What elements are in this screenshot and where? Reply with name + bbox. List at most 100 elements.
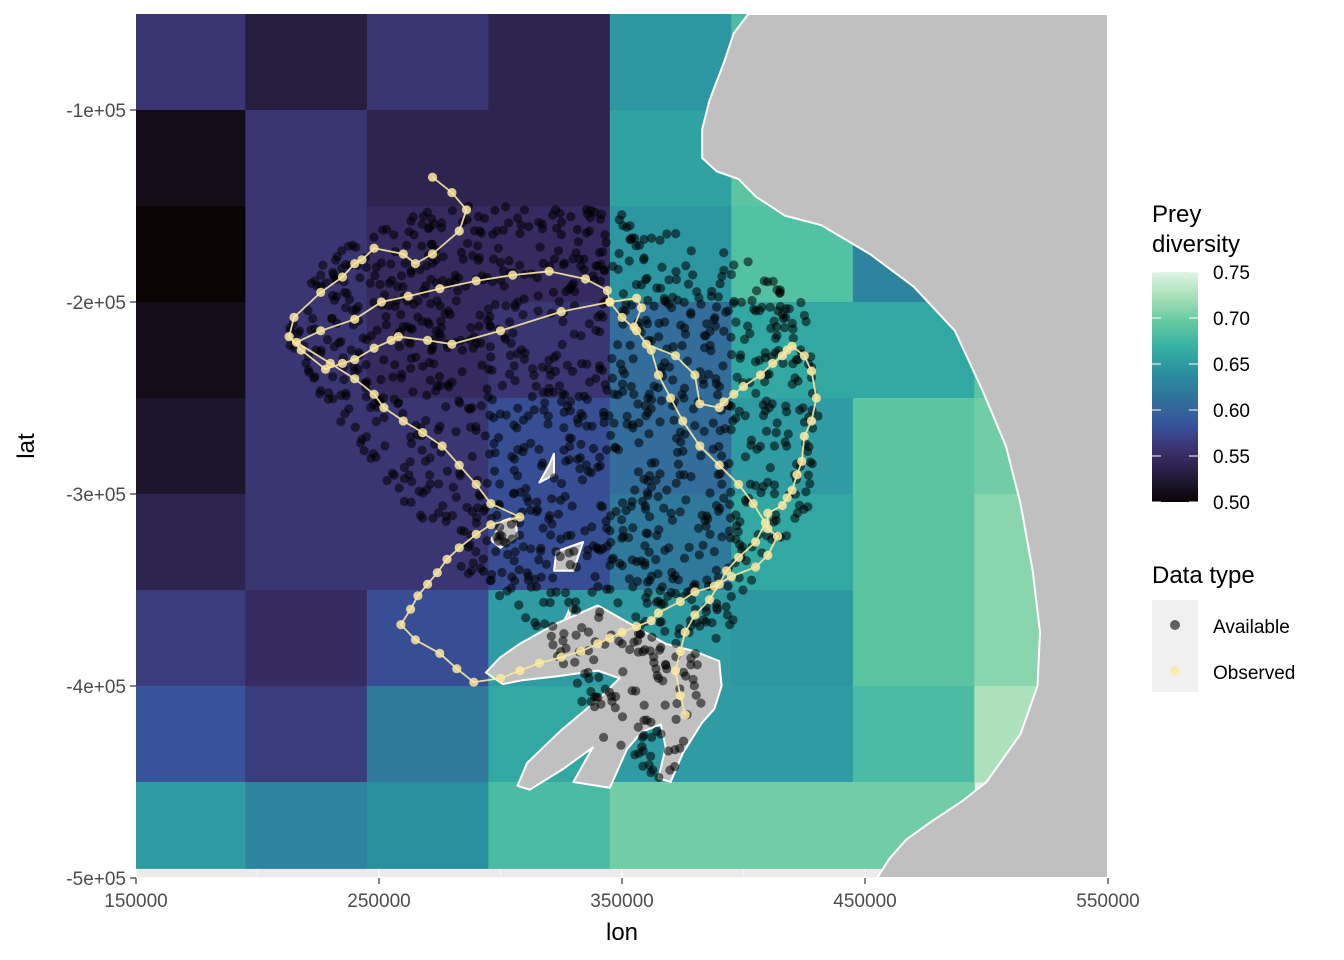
available-point [566,396,576,407]
available-point [422,390,432,400]
available-point [402,240,412,250]
available-point [411,352,421,362]
observed-point [556,307,566,317]
observed-track-layer [284,172,822,720]
legend-entries: Available Observed [1170,617,1295,684]
available-point [711,374,721,384]
available-point [731,317,741,327]
available-point [739,334,750,344]
observed-point [675,646,685,657]
raster-cell [245,590,368,687]
available-point [796,297,806,308]
observed-point [748,499,758,509]
available-point [519,294,529,304]
available-point [606,430,616,440]
available-point [348,240,358,250]
available-point [758,481,768,492]
available-point [736,297,747,307]
available-point [501,301,511,311]
available-point [588,443,599,454]
available-point [572,224,582,235]
observed-point [768,358,778,368]
available-point [361,360,371,370]
raster-cell [488,14,611,111]
available-point [548,387,559,397]
available-point [607,373,618,383]
available-point [399,462,409,472]
available-point [421,416,431,426]
observed-point [678,416,688,426]
available-point [462,502,472,512]
available-point [713,390,723,400]
available-point [553,246,564,256]
available-point [476,401,486,411]
available-point [480,431,490,441]
available-point [761,426,772,436]
available-point [631,280,642,290]
observed-point [763,508,773,518]
available-point [740,411,750,421]
available-point [451,427,461,437]
available-point [631,612,641,622]
available-point [609,418,619,428]
raster-cell [245,494,368,591]
available-point [582,205,592,215]
available-point [724,526,735,536]
available-points-layer [285,201,823,783]
observed-point [350,374,360,384]
available-point [558,636,568,646]
available-point [418,361,428,371]
available-point [692,660,702,670]
available-point [646,458,656,468]
available-point [627,686,637,696]
observed-point [755,370,766,380]
available-point [540,398,550,408]
available-point [627,497,637,507]
available-point [546,631,556,641]
available-point [552,223,562,233]
y-tick-label: -3e+05 [66,485,126,506]
available-point [518,310,528,320]
available-point [672,698,682,709]
available-point [590,702,600,712]
available-point [588,271,598,281]
available-point [682,356,693,366]
observed-point [471,276,481,286]
available-point [533,306,543,316]
legend-key-background [1152,600,1198,692]
available-point [308,314,318,324]
available-point [729,296,739,306]
available-point [301,358,311,368]
raster-cell [136,110,246,207]
available-point [447,377,457,387]
available-point [599,732,609,743]
observed-point [325,358,335,368]
available-point [559,258,570,268]
available-point [649,301,659,311]
available-point [772,322,782,332]
available-point [329,342,339,352]
available-point [784,304,794,314]
raster-cell [609,782,732,869]
available-point [725,499,735,509]
available-point [694,550,704,560]
available-point [561,287,571,297]
available-point [587,587,597,597]
available-point [726,332,736,342]
x-tick-label: 250000 [347,891,410,912]
raster-cell [245,110,368,207]
available-point [752,444,762,454]
raster-cell [366,686,489,783]
available-point [803,470,814,480]
available-point [568,604,578,614]
available-point [662,485,672,495]
available-point [531,381,541,391]
available-point [772,418,782,428]
available-point [381,312,391,322]
available-point [567,366,578,376]
observed-point [734,479,744,489]
available-point [618,319,628,329]
available-point [535,242,545,252]
available-point [606,511,616,521]
